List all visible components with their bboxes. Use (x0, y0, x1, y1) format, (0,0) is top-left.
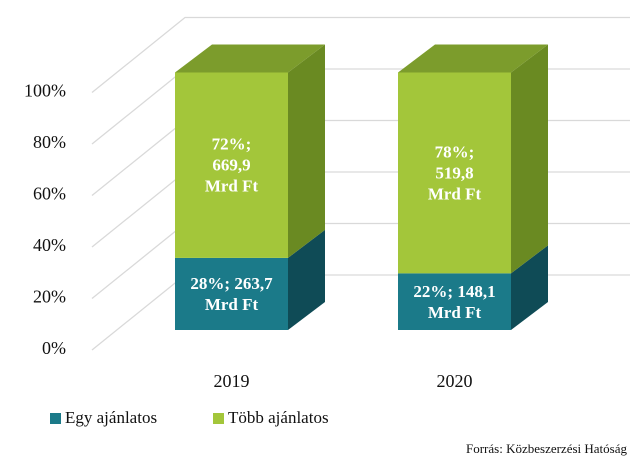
bar-top (398, 44, 548, 73)
grid-line (91, 171, 630, 248)
bar-side (511, 44, 548, 274)
grid-line (91, 119, 630, 197)
value-label: 28%; 263,7 Mrd Ft (190, 273, 273, 314)
bar-side (288, 44, 325, 258)
bar-top (175, 44, 325, 73)
bar-front (398, 273, 511, 330)
y-tick-label: 20% (33, 287, 66, 307)
legend-label: Több ajánlatos (228, 408, 329, 427)
y-tick-label: 40% (33, 235, 66, 255)
bar-front (175, 257, 288, 330)
legend-label: Egy ajánlatos (65, 408, 157, 427)
x-tick-label: 2020 (437, 371, 473, 391)
legend-swatch (50, 413, 61, 424)
x-tick-label: 2019 (214, 371, 250, 391)
bar-front (175, 72, 288, 258)
value-label: 22%; 148,1 Mrd Ft (413, 281, 496, 322)
value-label: 72%; 669,9 Mrd Ft (204, 134, 259, 196)
grid-line (91, 68, 630, 145)
grid-line (91, 222, 630, 300)
y-tick-label: 80% (33, 132, 66, 152)
y-tick-label: 0% (42, 338, 66, 358)
y-tick-label: 60% (33, 184, 66, 204)
legend-swatch (213, 413, 224, 424)
grid-line (91, 274, 630, 351)
source: Forrás: Közbeszerzési Hatóság (466, 441, 627, 456)
bar-front (398, 72, 511, 274)
value-label: 78%; 519,8 Mrd Ft (427, 142, 482, 204)
bar-side (288, 229, 325, 330)
y-tick-label: 100% (24, 81, 66, 101)
grid-line (91, 16, 630, 94)
bar-side (511, 245, 548, 330)
